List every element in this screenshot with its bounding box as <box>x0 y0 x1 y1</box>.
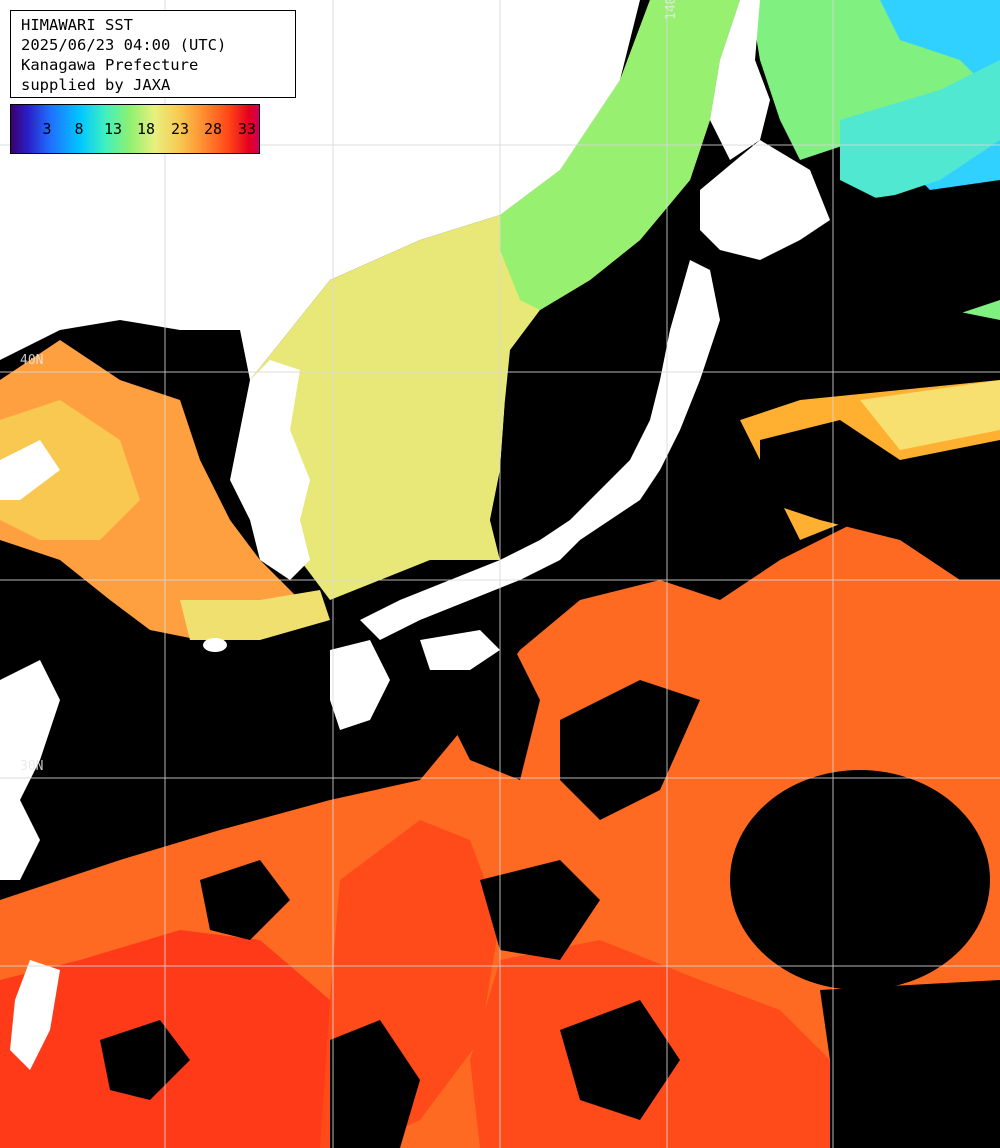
colorbar-tick: 8 <box>74 120 84 138</box>
colorbar-tick: 13 <box>103 120 123 138</box>
map-datetime: 2025/06/23 04:00 (UTC) <box>21 36 227 54</box>
colorbar-tick: 33 <box>237 120 257 138</box>
shikoku <box>420 630 500 670</box>
sakhalin <box>710 0 770 160</box>
kyushu <box>330 640 390 730</box>
map-region: Kanagawa Prefecture <box>21 56 199 74</box>
marginal-seas <box>0 0 740 640</box>
colorbar-tick: 3 <box>42 120 52 138</box>
taiwan <box>10 960 60 1070</box>
honshu <box>360 260 720 640</box>
map-credit: supplied by JAXA <box>21 76 171 94</box>
lat-label-30n: 30N <box>20 759 44 774</box>
hokkaido <box>700 140 830 260</box>
cold-north-sea <box>720 0 1000 420</box>
korean-peninsula <box>230 360 310 580</box>
lat-label-40n: 40N <box>20 353 44 368</box>
colorbar-tick: 23 <box>170 120 190 138</box>
map-title: HIMAWARI SST <box>21 16 133 34</box>
info-box: HIMAWARI SST 2025/06/23 04:00 (UTC) Kana… <box>10 10 296 98</box>
lon-label-140: 140 <box>664 0 679 20</box>
china-coast <box>0 440 60 500</box>
colorbar-tick: 28 <box>203 120 223 138</box>
colorbar-tick: 18 <box>136 120 156 138</box>
temperature-colorbar: 3 8 13 18 23 28 33 <box>10 104 260 154</box>
